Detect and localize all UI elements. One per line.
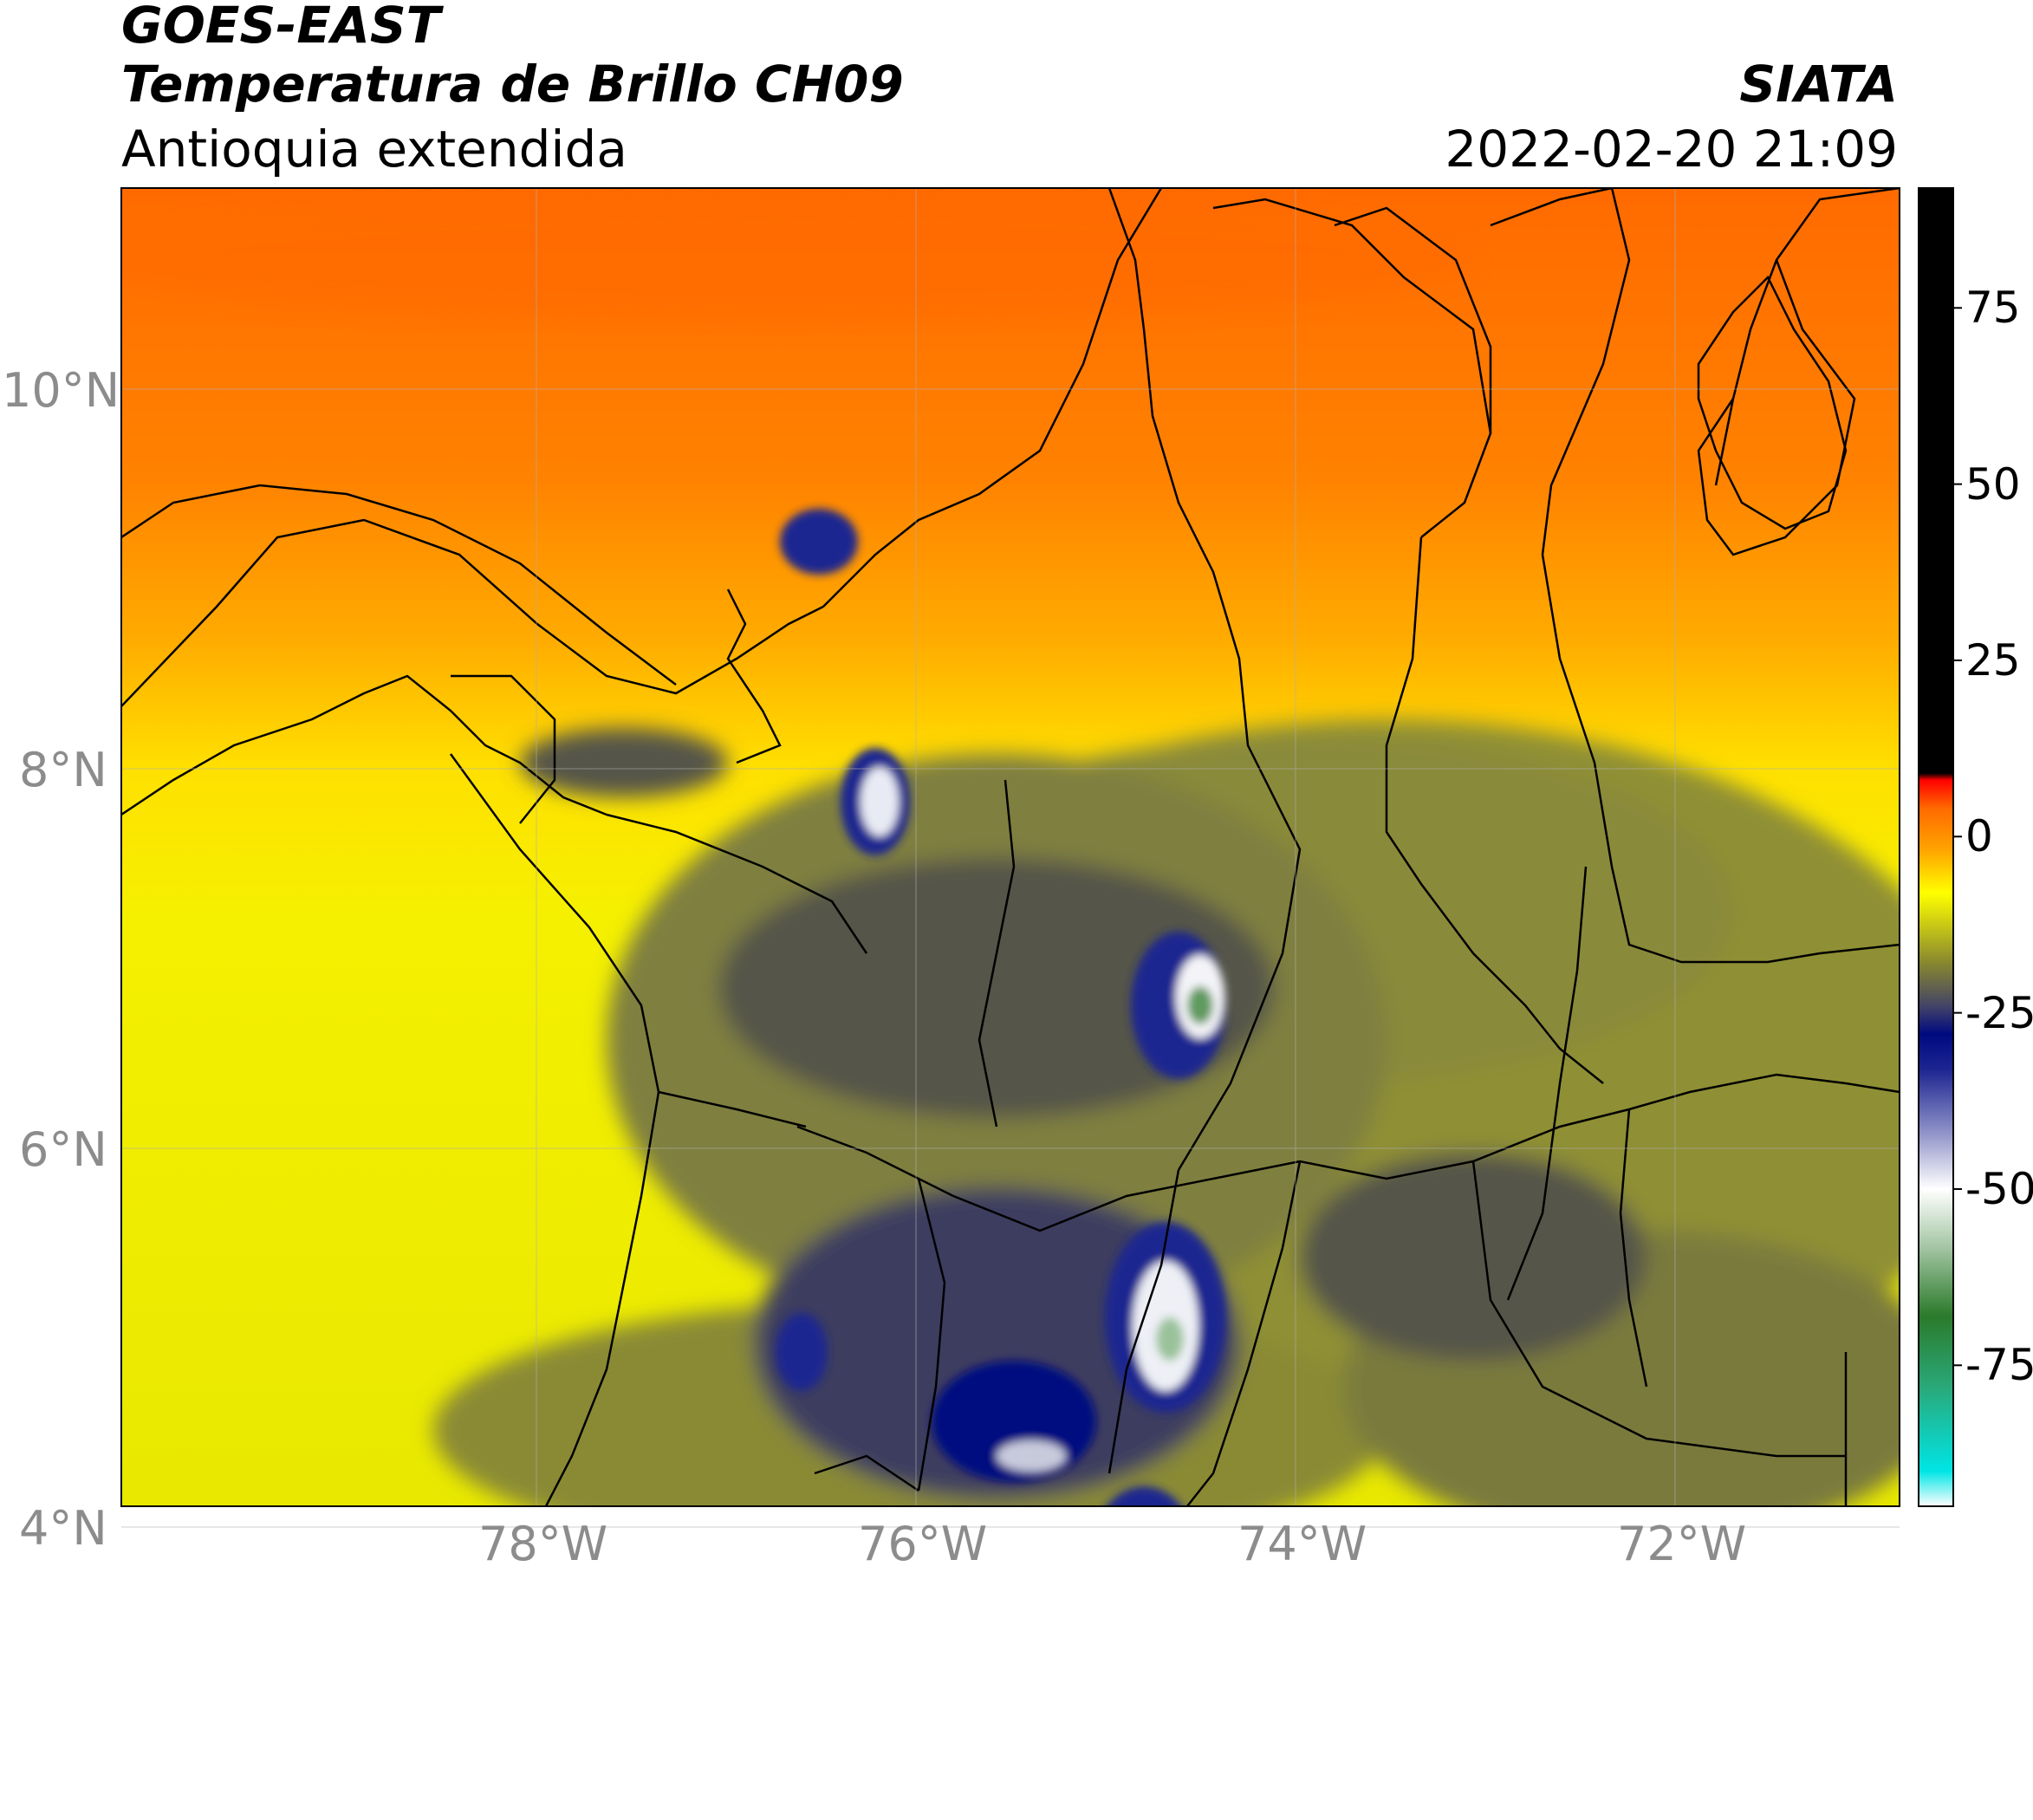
lon-tick-label: 74°W — [1237, 1517, 1367, 1571]
lat-tick-label: 6°N — [19, 1122, 107, 1177]
colorbar — [1918, 187, 1954, 1507]
lat-tick-label: 8°N — [19, 743, 107, 797]
lon-tick-label: 76°W — [858, 1517, 988, 1571]
map-frame — [120, 187, 1900, 1507]
datetime-label: 2022-02-20 21:09 — [1445, 120, 1898, 179]
coastlines-and-borders — [121, 188, 1900, 1506]
graticule — [121, 188, 1900, 1528]
colorbar-ticks — [1953, 307, 1962, 1367]
colorbar-tick-label: -50 — [1965, 1163, 2033, 1214]
lon-tick-label: 78°W — [478, 1517, 608, 1571]
colorbar-tick-label: -75 — [1965, 1340, 2033, 1391]
region-subtitle: Antioquia extendida — [121, 120, 627, 179]
colorbar-tick-label: 50 — [1965, 458, 2021, 510]
colorbar-tick-label: -25 — [1965, 987, 2033, 1038]
lon-tick-label: 72°W — [1617, 1517, 1747, 1571]
lat-tick-label: 10°N — [2, 363, 120, 418]
product-title: Temperatura de Brillo CH09 — [121, 55, 904, 114]
colorbar-tick-label: 25 — [1965, 634, 2021, 686]
agency-label: SIATA — [1739, 55, 1898, 114]
brightness-temperature-field — [121, 188, 1900, 1506]
colorbar-tick-label: 75 — [1965, 283, 2021, 334]
lat-tick-label: 4°N — [19, 1501, 107, 1556]
satellite-title: GOES-EAST — [121, 0, 441, 55]
colorbar-tick-label: 0 — [1965, 811, 1993, 862]
